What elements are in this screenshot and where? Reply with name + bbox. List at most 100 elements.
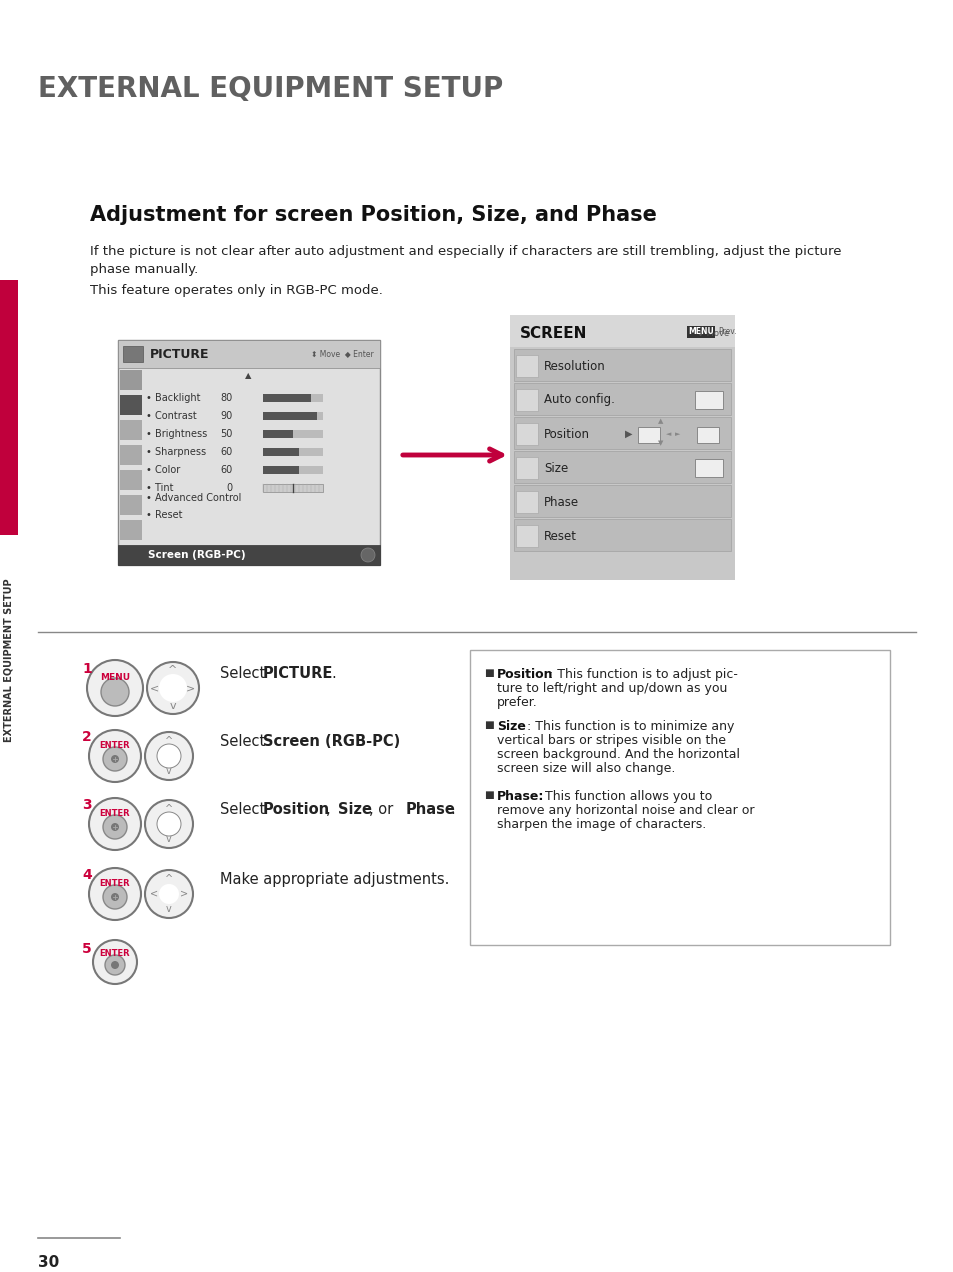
Text: >: > [186,683,195,693]
Bar [510,315,734,347]
Text: ▼: ▼ [658,440,662,446]
Bar [263,412,323,420]
Bar [263,466,298,474]
Circle shape [105,955,125,976]
Bar [120,520,142,541]
Text: ^: ^ [165,736,172,745]
Bar [516,424,537,445]
Circle shape [103,815,127,840]
Text: Select: Select [220,667,270,681]
Text: ,: , [326,803,335,817]
Text: This function allows you to: This function allows you to [540,790,712,803]
Bar [516,525,537,547]
Bar [120,469,142,490]
Circle shape [111,823,119,831]
Text: ^: ^ [165,874,172,884]
Text: , or: , or [369,803,397,817]
Text: .: . [331,667,335,681]
Bar [514,349,730,382]
Text: .: . [450,803,455,817]
Circle shape [111,756,119,763]
Text: 30: 30 [38,1255,59,1269]
Bar [516,355,537,377]
Text: • Backlight: • Backlight [146,393,200,403]
Text: <: < [150,889,158,899]
Text: ■: ■ [483,720,494,730]
Text: Screen (RGB-PC): Screen (RGB-PC) [263,734,400,749]
Text: <: < [151,683,159,693]
Circle shape [103,747,127,771]
FancyBboxPatch shape [123,346,143,363]
Text: phase manually.: phase manually. [90,263,198,276]
Text: ■: ■ [483,668,494,678]
Text: ^: ^ [165,804,172,814]
Text: .: . [385,734,390,749]
Text: prefer.: prefer. [497,696,537,709]
Bar [263,412,316,420]
Text: ◄: ◄ [665,431,671,438]
Text: 80: 80 [220,393,233,403]
Bar [514,417,730,449]
Bar [695,391,722,410]
Bar [514,452,730,483]
Text: SCREEN: SCREEN [519,326,587,341]
Text: ^: ^ [168,665,177,675]
Text: Size: Size [337,803,372,817]
Bar [0,280,18,536]
Text: remove any horizontal noise and clear or: remove any horizontal noise and clear or [497,804,754,817]
Text: • Sharpness: • Sharpness [146,446,206,457]
Text: Phase: Phase [406,803,456,817]
Text: 90: 90 [220,411,233,421]
Text: Screen (RGB-PC): Screen (RGB-PC) [148,550,245,560]
Text: ►: ► [675,431,679,438]
Text: • Contrast: • Contrast [146,411,196,421]
Text: ⬍ Move  ◆ Enter: ⬍ Move ◆ Enter [311,350,374,359]
Bar [514,383,730,415]
Text: Prev.: Prev. [718,327,736,337]
Bar [263,448,323,455]
Text: • Brightness: • Brightness [146,429,207,439]
Text: MENU: MENU [687,327,713,337]
Text: This feature operates only in RGB-PC mode.: This feature operates only in RGB-PC mod… [90,284,382,296]
Text: Select: Select [220,803,270,817]
Circle shape [157,744,181,768]
Circle shape [159,674,187,702]
Bar [120,495,142,515]
Circle shape [101,678,129,706]
Circle shape [147,661,199,714]
Text: PICTURE: PICTURE [150,347,210,360]
Bar [263,466,323,474]
Bar [263,394,323,402]
Circle shape [111,893,119,901]
Bar [514,519,730,551]
Bar [263,485,323,492]
Text: vertical bars or stripes visible on the: vertical bars or stripes visible on the [497,734,725,747]
Circle shape [157,812,181,836]
Circle shape [145,870,193,918]
Circle shape [159,884,179,904]
FancyBboxPatch shape [470,650,889,945]
Text: >: > [180,889,188,899]
Circle shape [145,800,193,848]
Text: ENTER: ENTER [99,949,131,959]
Text: ▶: ▶ [624,429,632,439]
Text: Position: Position [497,668,553,681]
Text: 50: 50 [220,429,233,439]
Text: ▲: ▲ [245,371,251,380]
Bar [695,459,722,477]
Text: • Color: • Color [146,466,180,474]
Text: 60: 60 [220,446,233,457]
Bar [120,420,142,440]
Circle shape [89,730,141,782]
Text: ▲: ▲ [658,418,662,424]
Bar [686,326,714,338]
Text: • Reset: • Reset [146,510,182,520]
Text: EXTERNAL EQUIPMENT SETUP: EXTERNAL EQUIPMENT SETUP [4,579,14,742]
Text: screen size will also change.: screen size will also change. [497,762,675,775]
Text: Reset: Reset [543,529,577,542]
Bar [510,347,734,580]
Text: ⬍ Move: ⬍ Move [696,328,728,337]
Bar [697,427,719,443]
Text: ENTER: ENTER [99,742,131,750]
Bar [516,457,537,480]
